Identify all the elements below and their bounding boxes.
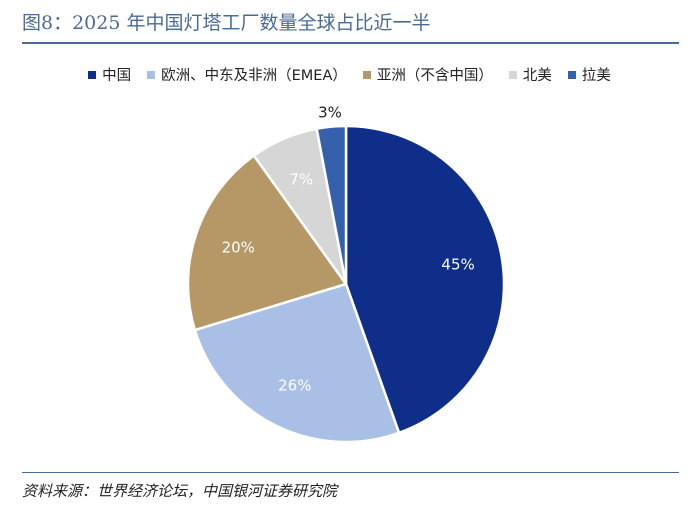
legend-swatch xyxy=(362,70,371,79)
legend-label: 拉美 xyxy=(581,68,611,84)
source-rule xyxy=(22,472,679,473)
legend-item-emea: 欧洲、中东及非洲（EMEA） xyxy=(147,64,347,85)
title-rule xyxy=(22,42,679,44)
legend-item-north-america: 北美 xyxy=(508,64,552,85)
legend-swatch xyxy=(147,70,156,79)
slice-label: 7% xyxy=(289,170,313,188)
legend-item-asia: 亚洲（不含中国） xyxy=(362,64,493,85)
legend-label: 北美 xyxy=(522,68,552,84)
slice-china xyxy=(344,124,506,435)
slice-label: 20% xyxy=(222,239,255,257)
legend-label: 亚洲（不含中国） xyxy=(376,68,493,84)
source-note: 资料来源：世界经济论坛，中国银河证券研究院 xyxy=(22,482,338,500)
slice-asia-ex-china xyxy=(186,154,348,332)
legend-swatch xyxy=(88,70,97,79)
legend-item-china: 中国 xyxy=(88,64,131,85)
legend: 中国 欧洲、中东及非洲（EMEA） 亚洲（不含中国） 北美 拉美 xyxy=(0,64,699,85)
chart-title: 图8：2025 年中国灯塔工厂数量全球占比近一半 xyxy=(22,12,431,34)
legend-label: 中国 xyxy=(102,68,132,84)
slice-label: 45% xyxy=(441,256,474,274)
legend-swatch xyxy=(508,70,517,79)
slice-emea xyxy=(193,282,401,444)
legend-swatch xyxy=(567,70,576,79)
slice-label: 3% xyxy=(318,104,342,122)
slice-label: 26% xyxy=(278,377,311,395)
legend-item-latin-america: 拉美 xyxy=(567,64,611,85)
legend-label: 欧洲、中东及非洲（EMEA） xyxy=(161,68,347,84)
slice-latin-america xyxy=(315,124,348,286)
